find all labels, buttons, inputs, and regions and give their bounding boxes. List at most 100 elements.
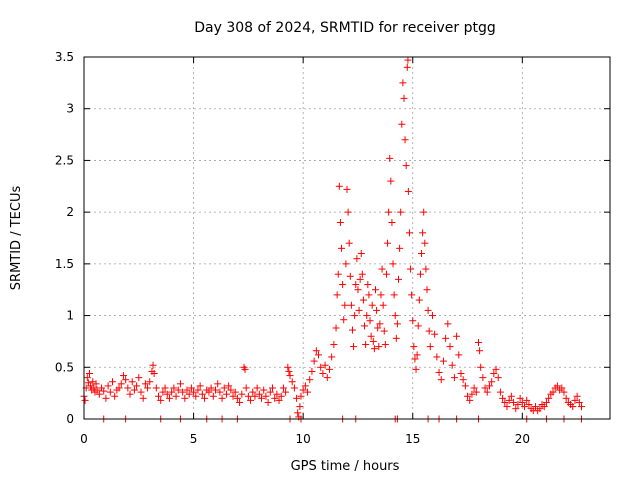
data-point (176, 380, 184, 388)
data-point (264, 398, 272, 406)
data-point (510, 398, 518, 406)
data-point (294, 409, 302, 417)
data-point (352, 281, 360, 289)
data-point (141, 380, 149, 388)
data-point (275, 396, 283, 404)
data-point (330, 341, 338, 349)
data-point (375, 343, 383, 351)
data-point (468, 390, 476, 398)
data-point (336, 218, 344, 226)
y-tick-label: 3.5 (55, 50, 74, 64)
data-point (183, 386, 191, 394)
data-point (450, 374, 458, 382)
data-point (207, 384, 215, 392)
data-point (378, 265, 386, 273)
data-point (81, 396, 89, 404)
data-point (238, 390, 246, 398)
data-point (277, 392, 285, 400)
data-point (152, 384, 160, 392)
data-point (282, 388, 290, 396)
data-point (341, 301, 349, 309)
data-point (100, 387, 108, 395)
data-point (425, 327, 433, 335)
data-point (540, 403, 548, 411)
data-point (578, 403, 586, 411)
data-point (304, 388, 312, 396)
data-point (333, 291, 341, 299)
data-point (545, 394, 553, 402)
data-point (549, 388, 557, 396)
x-tick-label: 20 (515, 432, 530, 446)
data-point (279, 384, 287, 392)
data-point (249, 388, 257, 396)
data-point (247, 396, 255, 404)
data-point (437, 376, 445, 384)
data-point (163, 390, 171, 398)
data-point (396, 244, 404, 252)
data-point (149, 361, 157, 369)
data-point (419, 229, 427, 237)
data-point (444, 320, 452, 328)
data-point (393, 320, 401, 328)
data-point (115, 384, 123, 392)
data-point (319, 369, 327, 377)
data-point (205, 388, 213, 396)
data-point (390, 291, 398, 299)
data-point (373, 306, 381, 314)
data-point (126, 390, 134, 398)
data-point (222, 390, 230, 398)
data-point (187, 384, 195, 392)
data-point (233, 394, 241, 402)
data-point (368, 301, 376, 309)
data-point (338, 244, 346, 252)
data-point (377, 291, 385, 299)
data-point (512, 405, 520, 413)
data-point (507, 392, 515, 400)
data-point (382, 270, 390, 278)
data-point (351, 312, 359, 320)
data-point (315, 351, 323, 359)
data-point (288, 378, 296, 386)
data-point (258, 394, 266, 402)
data-point (575, 398, 583, 406)
data-point (146, 378, 154, 386)
data-point (262, 392, 270, 400)
data-point (402, 162, 410, 170)
data-point (446, 343, 454, 351)
data-point (317, 363, 325, 371)
data-point (492, 365, 500, 373)
data-point (172, 392, 180, 400)
data-point (128, 378, 136, 386)
data-point (391, 312, 399, 320)
data-point (358, 270, 366, 278)
data-point (505, 396, 513, 404)
data-point (411, 355, 419, 363)
data-point (339, 281, 347, 289)
data-point (477, 363, 485, 371)
data-point (481, 384, 489, 392)
data-point (503, 403, 511, 411)
data-point (464, 392, 472, 400)
data-point (308, 367, 316, 375)
data-point (159, 388, 167, 396)
data-point (356, 275, 364, 283)
data-point (381, 341, 389, 349)
data-point (435, 368, 443, 376)
data-point (165, 394, 173, 402)
data-point (516, 394, 524, 402)
data-point (225, 382, 233, 390)
data-point (371, 286, 379, 294)
data-point (196, 382, 204, 390)
data-point (562, 394, 570, 402)
data-point (306, 376, 314, 384)
data-point (361, 322, 369, 330)
data-point (244, 392, 252, 400)
data-point (461, 382, 469, 390)
data-point (414, 322, 422, 330)
data-point (408, 291, 416, 299)
data-point (403, 63, 411, 71)
data-point (343, 185, 351, 193)
data-point (470, 384, 478, 392)
data-point (353, 255, 361, 263)
